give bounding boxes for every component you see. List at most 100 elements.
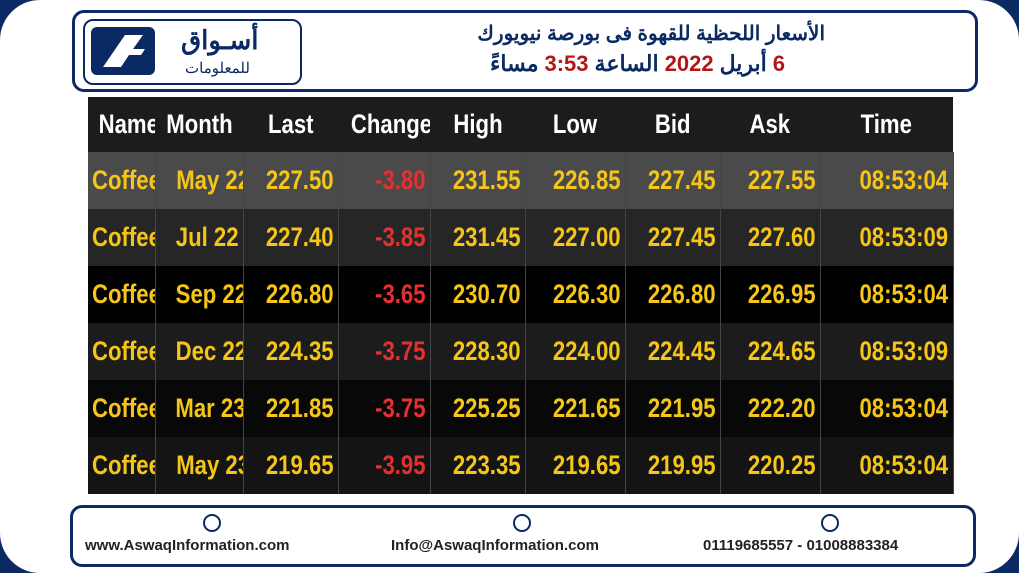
table-cell: -3.95 (338, 437, 431, 494)
column-header: Month (155, 97, 243, 152)
cell-text: 227.40 (265, 222, 334, 252)
column-header: Low (525, 97, 625, 152)
cell-text: 227.60 (747, 222, 816, 252)
table-cell: 223.35 (430, 437, 526, 494)
column-header-text: High (452, 109, 503, 139)
logo-icon (103, 35, 145, 67)
table-row: Coffee May 23 219.65 -3.95 223.35 219.65 219.9… (88, 437, 954, 494)
cell-text: 221.85 (265, 393, 334, 423)
cell-text: 224.00 (552, 336, 621, 366)
cell-text: 224.35 (265, 336, 334, 366)
subtitle-part: 3:53 (544, 51, 589, 76)
table-cell: 227.45 (625, 152, 721, 209)
table-cell: Sep 22 (155, 266, 244, 323)
website: www.AswaqInformation.com (85, 537, 290, 554)
cell-text: Coffee (92, 279, 155, 309)
table-row: Coffee Jul 22 227.40 -3.85 231.45 227.00 227.4… (88, 209, 954, 266)
table-cell: Jul 22 (155, 209, 244, 266)
column-header-text: Month (166, 109, 233, 139)
column-header-text: Low (552, 109, 598, 139)
table-cell: 222.20 (720, 380, 821, 437)
table-cell: -3.75 (338, 323, 431, 380)
table-cell: 224.65 (720, 323, 821, 380)
column-header-text: Time (860, 109, 913, 139)
table-cell: 221.65 (525, 380, 626, 437)
table-cell: -3.80 (338, 152, 431, 209)
column-header-text: Change (350, 109, 430, 139)
cell-text: 225.25 (452, 393, 521, 423)
phone-icon (821, 514, 839, 532)
subtitle-part: 2022 (664, 51, 714, 76)
table-cell: -3.75 (338, 380, 431, 437)
cell-text: 227.45 (647, 165, 716, 195)
table-cell: Coffee (88, 323, 156, 380)
cell-text: 08:53:09 (859, 222, 949, 252)
cell-text: 227.00 (552, 222, 621, 252)
cell-text: -3.85 (375, 222, 426, 252)
table-cell: 230.70 (430, 266, 526, 323)
subtitle-part: الساعة (594, 51, 659, 76)
logo-mark (91, 27, 155, 75)
cell-text: Dec 22 (175, 336, 243, 366)
cell-text: 228.30 (452, 336, 521, 366)
footer: www.AswaqInformation.com Info@AswaqInfor… (70, 505, 976, 567)
table-cell: Coffee (88, 152, 156, 209)
column-header: Ask (720, 97, 820, 152)
table-row: Coffee Mar 23 221.85 -3.75 225.25 221.65 221.9… (88, 380, 954, 437)
table-cell: Coffee (88, 380, 156, 437)
title: الأسعار اللحظية للقهوة فى بورصة نيويورك (477, 23, 825, 45)
cell-text: 08:53:04 (859, 165, 949, 195)
cell-text: 231.55 (452, 165, 521, 195)
header-row: Name Month Last Change High Low Bid Ask Time (88, 97, 953, 152)
cell-text: 226.80 (265, 279, 334, 309)
cell-text: Coffee (92, 165, 155, 195)
subtitle-part: مساءً (490, 51, 539, 76)
column-header: Change (338, 97, 430, 152)
cell-text: 227.55 (747, 165, 816, 195)
logo-subtext: للمعلومات (185, 60, 250, 77)
cell-text: 227.45 (647, 222, 716, 252)
column-header: Last (243, 97, 338, 152)
price-table: Name Month Last Change High Low Bid Ask Time Cof… (88, 97, 954, 494)
table-cell: 08:53:09 (820, 209, 954, 266)
cell-text: -3.75 (375, 336, 426, 366)
table-cell: Dec 22 (155, 323, 244, 380)
subtitle-part: 6 (772, 51, 785, 76)
table-cell: 231.45 (430, 209, 526, 266)
table-cell: 226.30 (525, 266, 626, 323)
table-cell: 221.95 (625, 380, 721, 437)
header: أسـواق للمعلومات الأسعار اللحظية للقهوة … (72, 10, 978, 92)
table-body: Coffee May 22 227.50 -3.80 231.55 226.85 227.4… (88, 152, 954, 494)
table-cell: 226.95 (720, 266, 821, 323)
cell-text: 226.80 (647, 279, 716, 309)
cell-text: Sep 22 (175, 279, 243, 309)
table-cell: 225.25 (430, 380, 526, 437)
column-header: Bid (625, 97, 720, 152)
column-header: Time (820, 97, 953, 152)
table-cell: 227.45 (625, 209, 721, 266)
table-cell: Coffee (88, 437, 156, 494)
cell-text: Coffee (92, 393, 155, 423)
table-cell: 228.30 (430, 323, 526, 380)
table-cell: -3.85 (338, 209, 431, 266)
subtitle-part: أبريل (719, 51, 767, 76)
cell-text: 219.65 (265, 450, 334, 480)
cell-text: 08:53:04 (859, 279, 949, 309)
table-cell: 08:53:09 (820, 323, 954, 380)
cell-text: -3.75 (375, 393, 426, 423)
table-cell: 227.40 (243, 209, 339, 266)
table-cell: 224.35 (243, 323, 339, 380)
table-cell: 226.80 (625, 266, 721, 323)
table-cell: 226.80 (243, 266, 339, 323)
table-cell: 08:53:04 (820, 380, 954, 437)
column-header-text: Ask (749, 109, 791, 139)
cell-text: May 23 (175, 450, 243, 480)
cell-text: Mar 23 (174, 393, 243, 423)
table-cell: 227.50 (243, 152, 339, 209)
cell-text: Coffee (92, 336, 155, 366)
cell-text: -3.95 (375, 450, 426, 480)
cell-text: 222.20 (747, 393, 816, 423)
table-cell: May 23 (155, 437, 244, 494)
logo-text: أسـواق (181, 25, 259, 55)
